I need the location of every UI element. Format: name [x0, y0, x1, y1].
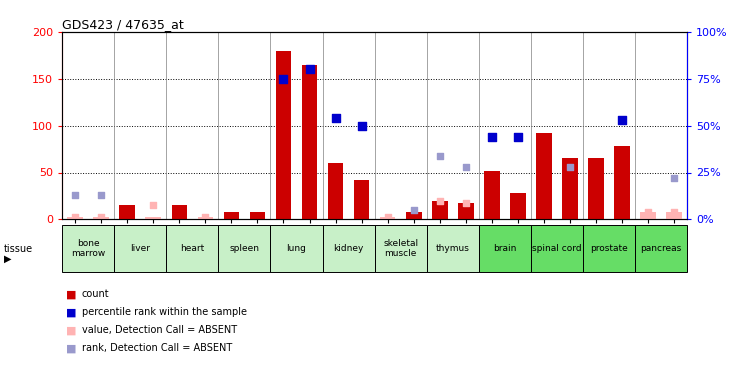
Point [200, 214, 211, 220]
Bar [145, 217, 161, 219]
Text: heart: heart [181, 244, 205, 253]
Bar [583, 225, 635, 272]
Point [95, 192, 107, 198]
Bar [640, 212, 656, 219]
Bar [380, 217, 395, 219]
Bar [479, 225, 531, 272]
Bar [172, 206, 187, 219]
Point [69, 214, 81, 220]
Text: pancreas: pancreas [640, 244, 682, 253]
Text: tissue: tissue [4, 244, 33, 254]
Text: bone
marrow: bone marrow [71, 239, 105, 258]
Point [460, 200, 471, 206]
Bar [588, 158, 604, 219]
Text: lung: lung [287, 244, 306, 253]
Bar [114, 225, 167, 272]
Bar [374, 225, 427, 272]
Bar [427, 225, 479, 272]
Point [434, 153, 446, 159]
Bar [531, 225, 583, 272]
Text: kidney: kidney [333, 244, 364, 253]
Point [303, 66, 315, 72]
Bar [667, 212, 682, 219]
Bar [635, 225, 687, 272]
Point [382, 214, 393, 220]
Bar [432, 201, 447, 219]
Text: liver: liver [130, 244, 151, 253]
Point [330, 115, 341, 121]
Point [408, 207, 420, 213]
Point [486, 134, 498, 140]
Bar [167, 225, 219, 272]
Bar [62, 225, 114, 272]
Text: spleen: spleen [230, 244, 260, 253]
Bar [94, 217, 109, 219]
Bar [250, 212, 265, 219]
Bar [562, 158, 577, 219]
Bar [406, 212, 422, 219]
Point [69, 192, 81, 198]
Bar [327, 163, 344, 219]
Bar [302, 64, 317, 219]
Point [668, 175, 680, 181]
Bar [224, 212, 239, 219]
Point [668, 209, 680, 215]
Bar [270, 225, 322, 272]
Text: ■: ■ [66, 326, 76, 335]
Bar [322, 225, 374, 272]
Bar [354, 180, 369, 219]
Bar [510, 193, 526, 219]
Bar [458, 202, 474, 219]
Text: rank, Detection Call = ABSENT: rank, Detection Call = ABSENT [82, 344, 232, 353]
Text: count: count [82, 290, 110, 299]
Point [616, 117, 628, 123]
Text: prostate: prostate [590, 244, 628, 253]
Text: ■: ■ [66, 308, 76, 317]
Bar [614, 146, 630, 219]
Point [148, 202, 159, 208]
Text: value, Detection Call = ABSENT: value, Detection Call = ABSENT [82, 326, 237, 335]
Point [512, 134, 523, 140]
Text: thymus: thymus [436, 244, 470, 253]
Text: brain: brain [493, 244, 517, 253]
Bar [484, 171, 500, 219]
Point [278, 76, 289, 82]
Text: ■: ■ [66, 290, 76, 299]
Bar [219, 225, 270, 272]
Text: ▶: ▶ [4, 254, 11, 264]
Point [643, 209, 654, 215]
Bar [197, 217, 213, 219]
Point [356, 123, 368, 129]
Text: percentile rank within the sample: percentile rank within the sample [82, 308, 247, 317]
Bar [536, 133, 552, 219]
Bar [119, 206, 135, 219]
Text: ■: ■ [66, 344, 76, 353]
Bar [276, 51, 292, 219]
Text: GDS423 / 47635_at: GDS423 / 47635_at [62, 18, 184, 31]
Text: spinal cord: spinal cord [532, 244, 582, 253]
Point [434, 198, 446, 204]
Bar [67, 217, 83, 219]
Point [95, 214, 107, 220]
Point [460, 164, 471, 170]
Point [564, 164, 576, 170]
Text: skeletal
muscle: skeletal muscle [383, 239, 418, 258]
